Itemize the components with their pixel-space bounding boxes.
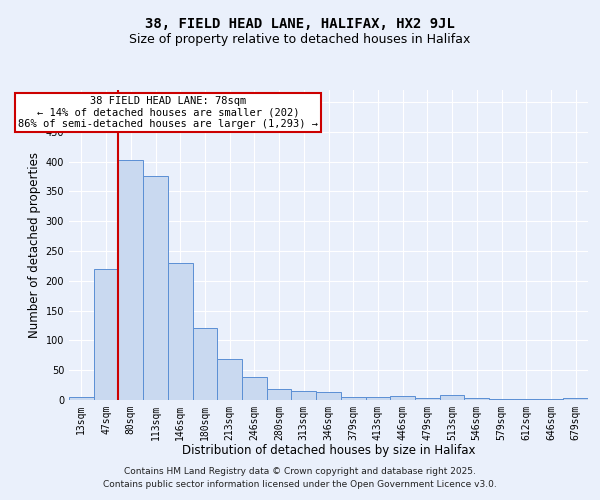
X-axis label: Distribution of detached houses by size in Halifax: Distribution of detached houses by size … <box>182 444 475 458</box>
Bar <box>242 378 267 400</box>
Bar <box>193 328 217 400</box>
Bar <box>267 390 292 400</box>
Bar <box>341 397 365 400</box>
Text: 38 FIELD HEAD LANE: 78sqm
← 14% of detached houses are smaller (202)
86% of semi: 38 FIELD HEAD LANE: 78sqm ← 14% of detac… <box>18 96 318 129</box>
Text: Size of property relative to detached houses in Halifax: Size of property relative to detached ho… <box>130 32 470 46</box>
Bar <box>143 176 168 400</box>
Bar <box>292 391 316 400</box>
Bar <box>390 396 415 400</box>
Y-axis label: Number of detached properties: Number of detached properties <box>28 152 41 338</box>
Text: Contains HM Land Registry data © Crown copyright and database right 2025.: Contains HM Land Registry data © Crown c… <box>124 467 476 476</box>
Bar <box>168 263 193 400</box>
Bar <box>365 397 390 400</box>
Bar <box>464 398 489 400</box>
Bar <box>415 398 440 400</box>
Bar <box>514 399 539 400</box>
Bar <box>489 399 514 400</box>
Bar <box>94 269 118 400</box>
Text: Contains public sector information licensed under the Open Government Licence v3: Contains public sector information licen… <box>103 480 497 489</box>
Bar <box>69 397 94 400</box>
Bar <box>217 360 242 400</box>
Bar <box>118 160 143 400</box>
Bar <box>440 395 464 400</box>
Bar <box>563 398 588 400</box>
Bar <box>316 392 341 400</box>
Text: 38, FIELD HEAD LANE, HALIFAX, HX2 9JL: 38, FIELD HEAD LANE, HALIFAX, HX2 9JL <box>145 18 455 32</box>
